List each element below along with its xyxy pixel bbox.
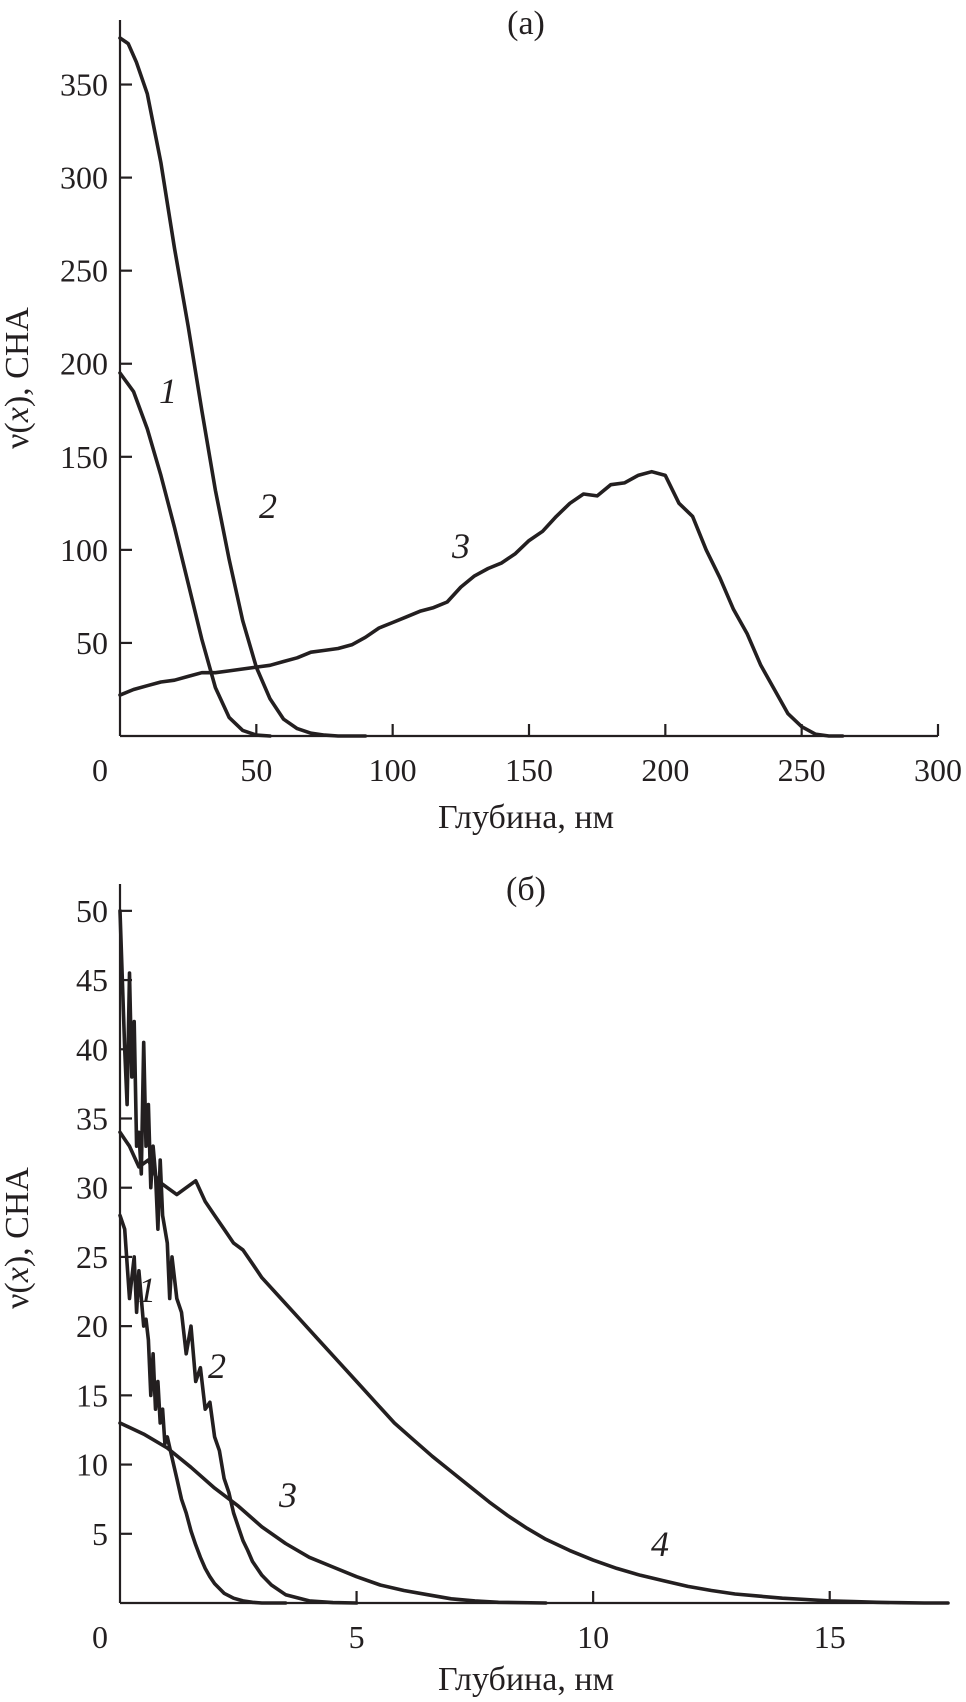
panel-a-y-ticks: 50 100 150 200 250 300 350: [60, 67, 132, 661]
y-tick-label: 15: [76, 1377, 108, 1413]
y-tick-label: 5: [92, 1516, 108, 1552]
panel-a-y-title-post: ), СНА: [0, 307, 36, 408]
x-tick-label: 150: [505, 752, 553, 788]
panel-b-series-2-line: [118, 909, 359, 1605]
y-tick-label: 45: [76, 962, 108, 998]
panel-b-series-3-line: [118, 1421, 548, 1605]
panel-b-curve-label-4: 4: [651, 1524, 669, 1564]
y-tick-label: 100: [60, 532, 108, 568]
y-tick-label: 40: [76, 1031, 108, 1067]
panel-a-x-ticks: 0 50 100 150 200 250 300: [92, 724, 962, 788]
panel-a-curve-label-3: 3: [451, 526, 470, 566]
panel-b-series-1-line: [118, 1213, 288, 1605]
panel-b-title: (б): [506, 871, 546, 908]
panel-a-series-2-line: [118, 36, 368, 738]
panel-b: (б) 0 5 10 15 5 10 15 20 25 30 35 40 45 50 Глубина, …: [0, 871, 950, 1698]
panel-b-x-axis-title: Глубина, нм: [438, 1661, 614, 1698]
panel-a-y-title-var: x: [0, 407, 36, 423]
panel-a-y-axis-title: ν(x), СНА: [0, 307, 36, 449]
x-tick-label: 5: [349, 1619, 365, 1655]
y-tick-label: 25: [76, 1239, 108, 1275]
panel-a-curve-label-1: 1: [159, 371, 177, 411]
x-tick-label: 300: [914, 752, 962, 788]
y-tick-label: 250: [60, 253, 108, 289]
x-tick-label: 0: [92, 752, 108, 788]
panel-b-y-title-var: x: [0, 1267, 36, 1283]
panel-a: (a) 0 50 100 150 200 250 300 50 100 150 200 250 300…: [0, 5, 962, 836]
y-tick-label: 300: [60, 160, 108, 196]
y-tick-label: 200: [60, 346, 108, 382]
x-tick-label: 0: [92, 1619, 108, 1655]
panel-b-series-4-line: [118, 1130, 950, 1605]
y-tick-label: 35: [76, 1100, 108, 1136]
panel-a-series-3-line: [118, 469, 845, 738]
y-tick-label: 50: [76, 893, 108, 929]
y-tick-label: 50: [76, 625, 108, 661]
y-tick-label: 10: [76, 1447, 108, 1483]
panel-b-y-axis-title: ν(x), СНА: [0, 1167, 36, 1309]
y-tick-label: 350: [60, 67, 108, 103]
y-tick-label: 150: [60, 439, 108, 475]
panel-a-curve-label-2: 2: [259, 486, 277, 526]
x-tick-label: 10: [577, 1619, 609, 1655]
panel-a-y-title-pre: ν(: [0, 422, 36, 449]
x-tick-label: 250: [778, 752, 826, 788]
x-tick-label: 200: [641, 752, 689, 788]
x-tick-label: 15: [814, 1619, 846, 1655]
panel-a-series-1-line: [118, 371, 272, 738]
panel-a-title: (a): [507, 5, 545, 42]
x-tick-label: 50: [240, 752, 272, 788]
y-tick-label: 20: [76, 1308, 108, 1344]
panel-b-y-title-pre: ν(: [0, 1282, 36, 1309]
panel-b-x-ticks: 0 5 10 15: [92, 1591, 846, 1655]
panel-b-curve-label-3: 3: [278, 1475, 297, 1515]
panel-b-curve-label-1: 1: [138, 1270, 156, 1310]
y-tick-label: 30: [76, 1170, 108, 1206]
panel-a-x-axis-title: Глубина, нм: [438, 799, 614, 836]
panel-b-y-title-post: ), СНА: [0, 1167, 36, 1268]
x-tick-label: 100: [369, 752, 417, 788]
panel-b-curve-label-2: 2: [208, 1346, 226, 1386]
